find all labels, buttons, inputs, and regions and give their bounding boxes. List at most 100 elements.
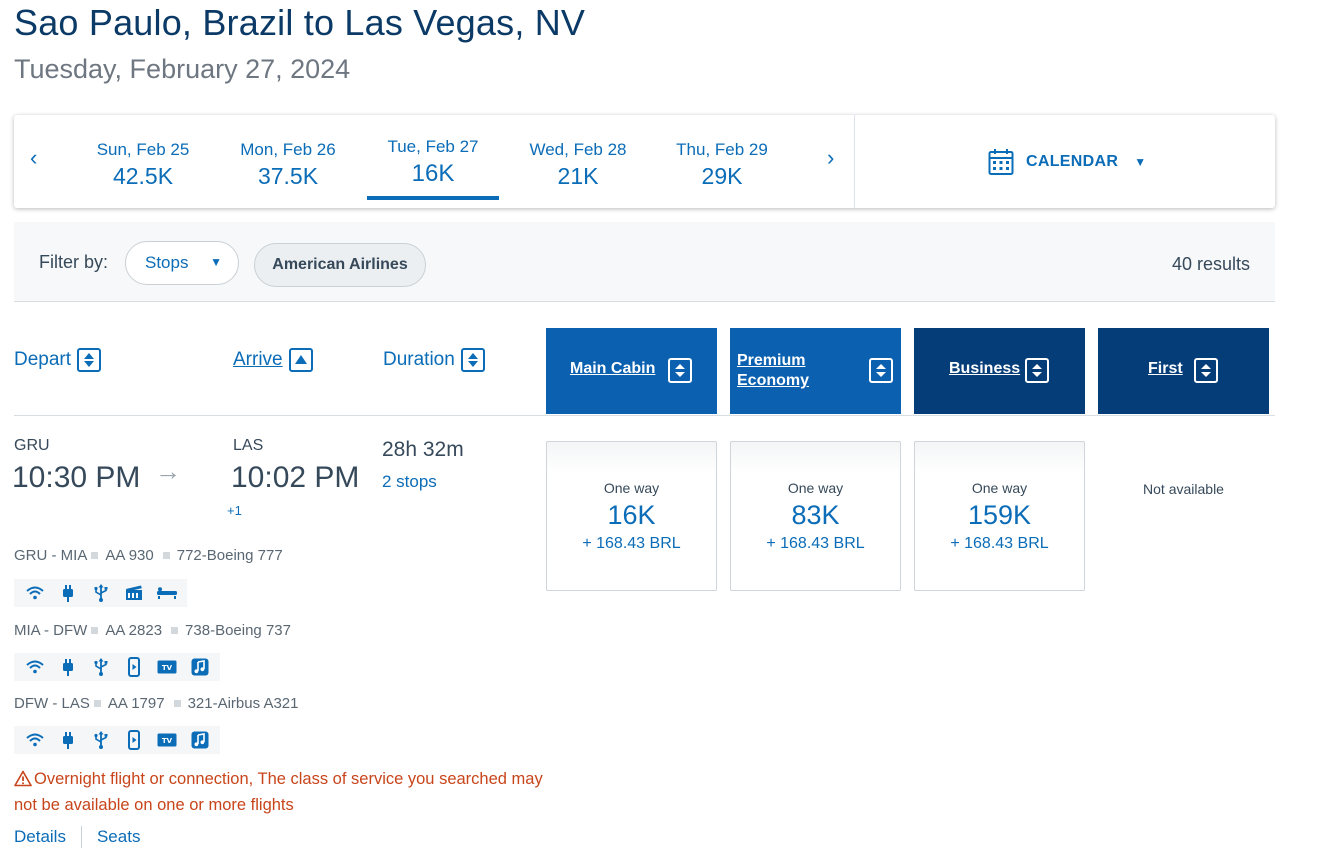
segment-route: GRU - MIA bbox=[14, 547, 88, 564]
cabin-header-premium-economy[interactable]: Premium Economy bbox=[730, 328, 901, 414]
arrow-right-icon: → bbox=[155, 456, 181, 486]
date-selector: ‹ Sun, Feb 25 42.5K Mon, Feb 26 37.5K Tu… bbox=[14, 115, 1275, 208]
day-price: 29K bbox=[701, 163, 743, 189]
sort-icon bbox=[1194, 358, 1218, 383]
chevron-right-icon[interactable]: › bbox=[827, 145, 835, 170]
amenities-row: TV bbox=[14, 653, 220, 681]
separator bbox=[91, 552, 99, 559]
day-label: Thu, Feb 29 bbox=[676, 140, 768, 159]
cabin-label: First bbox=[1148, 360, 1183, 377]
sort-icon bbox=[460, 348, 485, 372]
sort-icon bbox=[77, 348, 102, 372]
cabin-header-first[interactable]: First bbox=[1098, 328, 1269, 414]
details-link[interactable]: Details bbox=[14, 827, 66, 846]
stops-dropdown-label: Stops bbox=[145, 253, 189, 272]
separator bbox=[162, 552, 170, 559]
day-offset: +1 bbox=[227, 503, 242, 518]
price-fees: + 168.43 BRL bbox=[950, 535, 1049, 552]
sort-ascending-icon bbox=[288, 348, 313, 372]
day-price: 37.5K bbox=[257, 163, 319, 189]
divider bbox=[14, 415, 1275, 416]
filter-label: Filter by: bbox=[39, 252, 109, 272]
price-business[interactable]: One way 159K + 168.43 BRL bbox=[914, 441, 1085, 591]
lie-flat-seat-icon bbox=[150, 581, 183, 605]
price-amount: 159K bbox=[967, 500, 1032, 530]
segment-flight: AA 1797 bbox=[107, 695, 165, 712]
day-tab-feb-26[interactable]: Mon, Feb 26 37.5K bbox=[222, 115, 354, 208]
cabin-label: Business bbox=[949, 360, 1021, 377]
segment-flight: AA 930 bbox=[105, 547, 154, 564]
duration-column-label: Duration bbox=[383, 349, 455, 370]
price-label: One way bbox=[971, 480, 1028, 496]
sort-icon bbox=[869, 358, 893, 383]
price-amount: 83K bbox=[791, 500, 840, 530]
chevron-left-icon[interactable]: ‹ bbox=[30, 145, 38, 170]
usb-icon bbox=[84, 655, 117, 679]
divider bbox=[854, 115, 855, 208]
segment-info: DFW - LAS AA 1797 321-Airbus A321 bbox=[14, 695, 298, 712]
flight-links: Details Seats bbox=[14, 826, 140, 848]
day-label: Wed, Feb 28 bbox=[529, 140, 627, 159]
segment-info: MIA - DFW AA 2823 738-Boeing 737 bbox=[14, 622, 291, 639]
seats-link[interactable]: Seats bbox=[96, 827, 141, 846]
cabin-header-main-cabin[interactable]: Main Cabin bbox=[546, 328, 717, 414]
calendar-icon bbox=[988, 149, 1014, 175]
sort-duration[interactable]: Duration bbox=[383, 348, 485, 372]
day-tab-feb-27[interactable]: Tue, Feb 27 16K bbox=[367, 115, 499, 208]
price-label: One way bbox=[603, 480, 660, 496]
wifi-icon bbox=[18, 728, 51, 752]
power-outlet-icon bbox=[51, 581, 84, 605]
origin-airport: GRU bbox=[14, 437, 50, 454]
caret-down-icon: ▼ bbox=[1134, 155, 1147, 169]
wifi-icon bbox=[18, 655, 51, 679]
segment-flight: AA 2823 bbox=[105, 622, 163, 639]
depart-time: 10:30 PM bbox=[12, 461, 141, 494]
day-tab-feb-29[interactable]: Thu, Feb 29 29K bbox=[656, 115, 788, 208]
day-price: 21K bbox=[557, 163, 599, 189]
price-amount: 16K bbox=[607, 500, 656, 530]
separator bbox=[93, 700, 101, 707]
device-entertainment-icon bbox=[117, 728, 150, 752]
price-fees: + 168.43 BRL bbox=[582, 535, 681, 552]
price-premium-economy[interactable]: One way 83K + 168.43 BRL bbox=[730, 441, 901, 591]
page-title: Sao Paulo, Brazil to Las Vegas, NV bbox=[14, 2, 586, 43]
day-price: 16K bbox=[411, 160, 455, 187]
sort-icon bbox=[668, 358, 692, 383]
calendar-label: CALENDAR bbox=[1026, 153, 1119, 170]
price-fees: + 168.43 BRL bbox=[766, 535, 865, 552]
day-label: Sun, Feb 25 bbox=[96, 140, 190, 159]
warning-icon bbox=[14, 770, 32, 787]
segment-aircraft: 738-Boeing 737 bbox=[185, 622, 291, 639]
arrive-time: 10:02 PM bbox=[231, 461, 360, 494]
cabin-header-business[interactable]: Business bbox=[914, 328, 1085, 414]
calendar-button[interactable]: CALENDAR ▼ bbox=[988, 145, 1146, 179]
tv-icon-text: TV bbox=[161, 737, 172, 745]
sort-icon bbox=[1025, 358, 1049, 383]
power-outlet-icon bbox=[51, 728, 84, 752]
segment-route: DFW - LAS bbox=[14, 695, 90, 712]
day-tab-feb-28[interactable]: Wed, Feb 28 21K bbox=[512, 115, 644, 208]
sort-depart[interactable]: Depart bbox=[14, 348, 102, 372]
price-main-cabin[interactable]: One way 16K + 168.43 BRL bbox=[546, 441, 717, 591]
day-price: 42.5K bbox=[112, 163, 174, 189]
entertainment-icon bbox=[117, 581, 150, 605]
results-count: 40 results bbox=[1171, 254, 1250, 274]
day-tab-feb-25[interactable]: Sun, Feb 25 42.5K bbox=[77, 115, 209, 208]
tv-icon: TV bbox=[150, 728, 183, 752]
duration: 28h 32m bbox=[382, 438, 464, 461]
tv-icon-text: TV bbox=[161, 664, 172, 672]
sort-arrive[interactable]: Arrive bbox=[233, 348, 313, 372]
stops-dropdown[interactable]: Stops ▼ bbox=[125, 241, 239, 285]
first-not-available: Not available bbox=[1143, 481, 1224, 497]
day-label: Mon, Feb 26 bbox=[240, 140, 336, 159]
stops-link[interactable]: 2 stops bbox=[382, 472, 437, 491]
music-icon bbox=[183, 728, 216, 752]
separator bbox=[171, 627, 179, 634]
filter-bar: Filter by: Stops ▼ American Airlines 40 … bbox=[14, 222, 1275, 302]
airline-filter-chip[interactable]: American Airlines bbox=[254, 243, 426, 287]
separator bbox=[91, 627, 99, 634]
destination-airport: LAS bbox=[233, 437, 264, 454]
depart-column-label: Depart bbox=[14, 349, 72, 370]
cabin-label: Premium Economy bbox=[737, 352, 810, 389]
cabin-label: Main Cabin bbox=[570, 360, 656, 377]
